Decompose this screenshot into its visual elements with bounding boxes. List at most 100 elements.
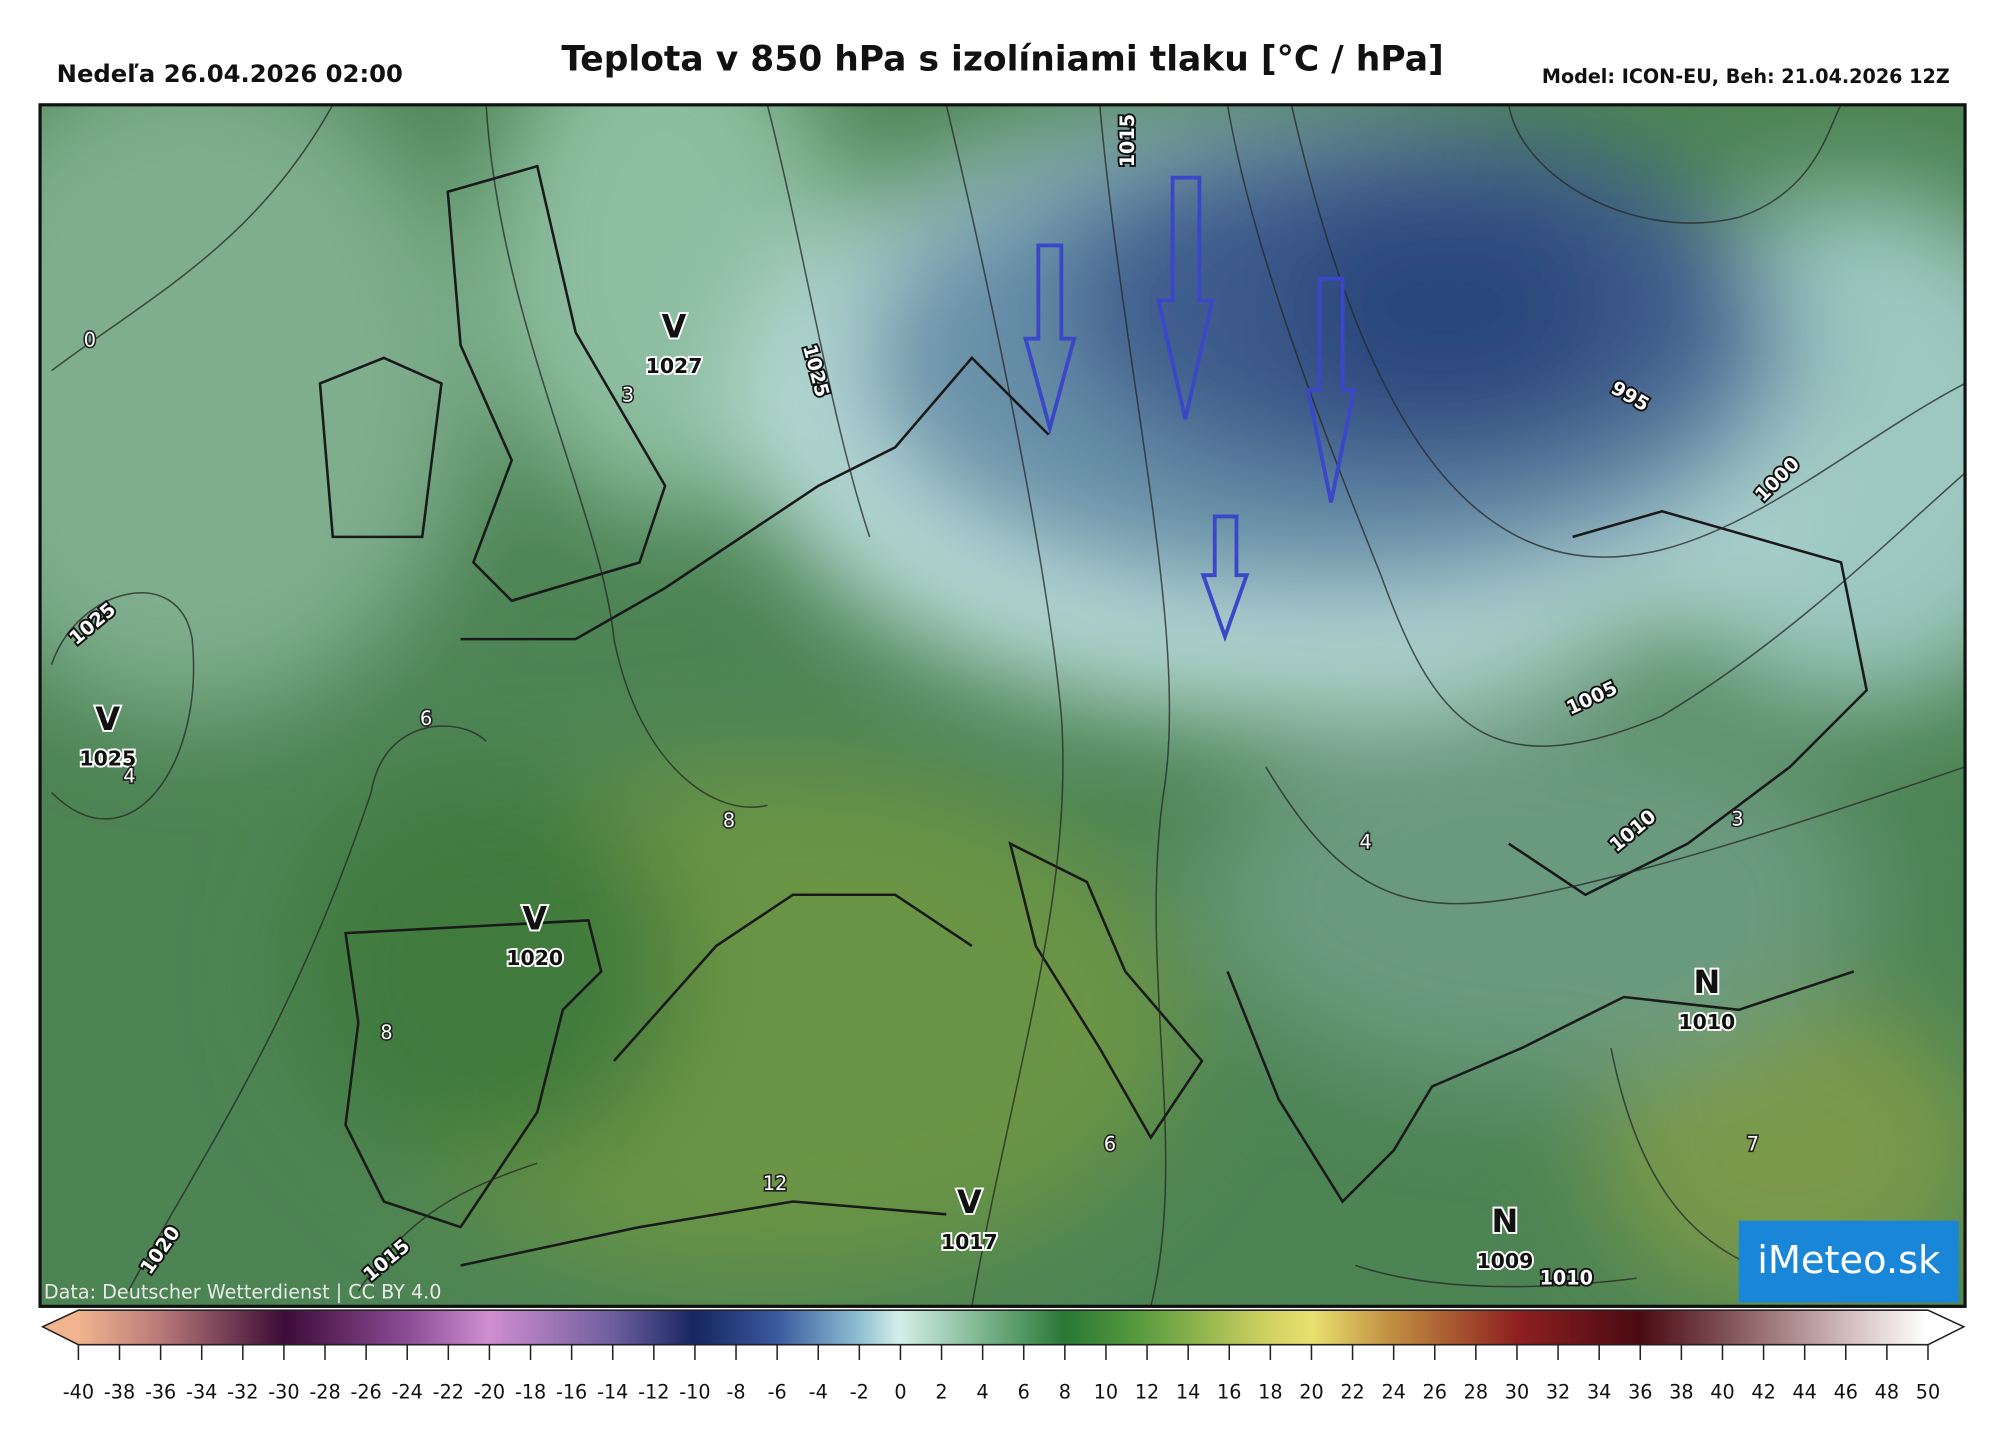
colorbar-tick-label: -24 — [392, 1380, 423, 1403]
colorbar-tick-label: -38 — [104, 1380, 135, 1403]
center-type: N — [1693, 963, 1720, 1001]
center-pressure: 1025 — [79, 747, 136, 771]
colorbar-tick-label: 22 — [1340, 1380, 1364, 1403]
temperature-label: 3 — [1731, 808, 1743, 831]
colorbar-tick-label: -14 — [597, 1380, 628, 1403]
colorbar-tick-label: 46 — [1834, 1380, 1858, 1403]
coastline — [460, 356, 1050, 641]
coastline — [613, 893, 973, 1062]
center-type: N — [1492, 1202, 1519, 1240]
arrows — [1023, 175, 1357, 643]
colorbar-tick-label: -32 — [227, 1380, 258, 1403]
colorbar-tick-label: 28 — [1464, 1380, 1488, 1403]
colorbar-tick-label: 18 — [1258, 1380, 1282, 1403]
isobar — [1226, 104, 1966, 747]
colorbar-tick-label: 50 — [1916, 1380, 1940, 1403]
colorbar-tick-label: -36 — [145, 1380, 176, 1403]
center-pressure: 1009 — [1476, 1249, 1533, 1273]
colorbar-tick-label: 10 — [1094, 1380, 1118, 1403]
colorbar-tick-label: 8 — [1059, 1380, 1071, 1403]
colorbar-tick-label: 24 — [1381, 1380, 1405, 1403]
isobar — [1290, 104, 1966, 558]
colorbar-tick-label: -40 — [63, 1380, 94, 1403]
colorbar-tick-label: 36 — [1628, 1380, 1652, 1403]
arrow — [1023, 243, 1077, 436]
isobar — [50, 592, 195, 820]
map-frame — [38, 103, 1967, 1308]
temperature-label: 4 — [123, 764, 135, 787]
center-type: V — [95, 700, 120, 738]
isobar — [1265, 766, 1966, 905]
coastline — [344, 918, 603, 1229]
colorbar-tick-label: 12 — [1135, 1380, 1159, 1403]
colorbar-bar — [40, 1309, 1966, 1346]
colorbar-tick-label: -6 — [768, 1380, 787, 1403]
center-type: V — [957, 1183, 982, 1221]
coastlines — [318, 164, 1869, 1267]
field — [294, 779, 678, 1164]
colorbar-tick-label: -16 — [556, 1380, 587, 1403]
colorbar-tick-label: 44 — [1792, 1380, 1816, 1403]
colorbar-tick-label: 0 — [894, 1380, 906, 1403]
temperature-label: 6 — [1104, 1132, 1116, 1155]
colorbar-tick-label: -2 — [850, 1380, 869, 1403]
date: Nedeľa 26.04.2026 02:00 — [57, 59, 403, 88]
isobar — [127, 725, 487, 1292]
temperature-label: 12 — [763, 1172, 787, 1195]
colorbar-tick-label: 20 — [1299, 1380, 1323, 1403]
colorbar-tick-label: -28 — [309, 1380, 340, 1403]
colorbar-tick-label: -8 — [726, 1380, 745, 1403]
colorbar-tick-label: 42 — [1751, 1380, 1775, 1403]
title: Teplota v 850 hPa s izolíniami tlaku [°C… — [561, 39, 1443, 79]
coastline — [460, 1200, 947, 1267]
colorbar-tick-label: -12 — [638, 1380, 669, 1403]
colorbar-tick-label: 26 — [1423, 1380, 1447, 1403]
center-pressure: 1017 — [941, 1230, 998, 1254]
colorbar-tick-label: 34 — [1587, 1380, 1611, 1403]
isobar-label: 1015 — [1116, 114, 1139, 167]
colorbar-tick-label: -20 — [474, 1380, 505, 1403]
coastline — [446, 164, 667, 603]
isobar — [357, 1162, 538, 1292]
temperature-label: 8 — [723, 809, 735, 832]
colorbar: -40 -38 -36 -34 -32 -30 -28 -26 -24 -22 -20 -18 -16-… — [40, 1309, 1966, 1403]
coastline — [1008, 841, 1204, 1141]
arrow — [1156, 175, 1215, 420]
isobar — [766, 104, 871, 538]
colorbar-tick-label: -34 — [186, 1380, 217, 1403]
center-type: V — [662, 307, 687, 345]
field — [1278, 191, 1611, 422]
arrow — [1200, 514, 1250, 643]
isobar — [1507, 104, 1842, 224]
isobar — [1098, 104, 1171, 1307]
credit: Data: Deutscher Wetterdienst | CC BY 4.0 — [44, 1281, 442, 1304]
colorbar-tick-label: 6 — [1018, 1380, 1030, 1403]
colorbar-tick-label: 38 — [1669, 1380, 1693, 1403]
isobar — [945, 104, 1064, 1307]
coastline — [318, 356, 443, 539]
logo-box — [1738, 1220, 1959, 1303]
center-type: V — [522, 899, 547, 937]
center-pressure: 1020 — [506, 946, 563, 970]
colorbar-tick-label: -4 — [809, 1380, 828, 1403]
center-pressure: 1010 — [1678, 1010, 1735, 1034]
coastline — [1508, 509, 1869, 897]
colorbar-tick-label: -30 — [268, 1380, 299, 1403]
colorbar-tick-label: 48 — [1875, 1380, 1899, 1403]
colorbar-tick-label: 2 — [935, 1380, 947, 1403]
temperature-label: 8 — [380, 1021, 392, 1044]
center-pressure: 1027 — [646, 354, 703, 378]
model-info: Model: ICON-EU, Beh: 21.04.2026 12Z — [1542, 65, 1950, 88]
temperature-label: 0 — [84, 328, 96, 351]
temperature-label: 6 — [420, 707, 432, 730]
isobar — [51, 104, 334, 372]
isobar-label: 1010 — [1540, 1267, 1593, 1290]
colorbar-tick-label: -22 — [433, 1380, 464, 1403]
coastline — [1226, 970, 1855, 1204]
logo: iMeteo.sk — [1757, 1238, 1941, 1283]
colorbar-tick-label: 16 — [1217, 1380, 1241, 1403]
colorbar-tick-label: 30 — [1505, 1380, 1529, 1403]
